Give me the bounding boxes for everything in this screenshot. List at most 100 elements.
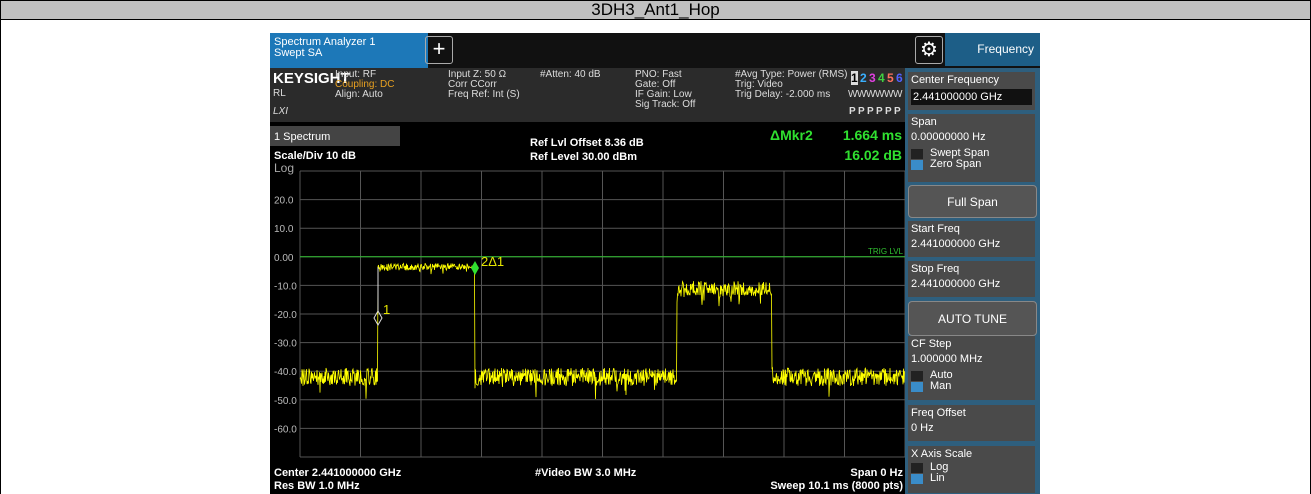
trace-mode: W (857, 89, 867, 100)
menu-label: X Axis Scale (911, 448, 973, 460)
info-corr: Corr CCorr (448, 79, 497, 90)
rl: RL (273, 88, 286, 99)
ref-level: Ref Level 30.00 dBm (530, 151, 637, 163)
detector: P (867, 106, 874, 117)
y-tick-label: -10.0 (274, 281, 297, 292)
info-sig-track: Sig Track: Off (635, 99, 696, 110)
trace-number: 6 (896, 71, 903, 85)
option-switch (911, 371, 923, 381)
info-trig: Trig: Video (735, 79, 783, 90)
trace-number: 1 (851, 71, 858, 85)
scale: Scale/Div 10 dB (274, 150, 356, 162)
trace-mode: W (866, 89, 876, 100)
trig-level: TRIG LVL (868, 247, 904, 256)
center-freq: Center 2.441000000 GHz (274, 467, 402, 479)
menu-button-label: Full Span (947, 194, 998, 209)
marker-y: 16.02 dB (844, 147, 902, 163)
menu-item[interactable]: Center Frequency 2.441000000 GHz (908, 72, 1035, 110)
res-bw: Res BW 1.0 MHz (274, 480, 360, 492)
marker-2-label: 2Δ1 (481, 254, 504, 269)
brand: KEYSIGHT (273, 70, 350, 87)
trace-mode: W (875, 89, 885, 100)
menu-label: Span (911, 116, 937, 128)
menu-item[interactable]: Freq Offset 0 Hz (908, 405, 1035, 441)
option-label: Lin (930, 472, 945, 484)
info-pno: PNO: Fast (635, 69, 682, 80)
app-tab[interactable]: Spectrum Analyzer 1 Swept SA (270, 33, 428, 74)
trace-number: 2 (860, 71, 867, 85)
menu-item[interactable]: X Axis Scale Log Lin (908, 446, 1035, 493)
ref-offset: Ref Lvl Offset 8.36 dB (530, 137, 644, 149)
menu-panel: Center Frequency 2.441000000 GHz Span 0.000… (905, 68, 1040, 494)
menu-value: 0 Hz (911, 422, 934, 434)
info-freq-ref: Freq Ref: Int (S) (448, 89, 520, 100)
marker-label: ΔMkr2 (770, 127, 813, 143)
menu-button-label: AUTO TUNE (938, 311, 1007, 326)
option-switch (911, 160, 923, 170)
option-label: Swept Span (930, 147, 990, 159)
menu-label: Center Frequency (911, 74, 1000, 86)
y-tick-label: -60.0 (274, 424, 297, 435)
option-switch (911, 463, 923, 473)
option-label: Auto (930, 369, 953, 381)
lxi: LXI (273, 106, 289, 117)
detector: P (885, 106, 892, 117)
marker-2 (471, 261, 479, 275)
menu-item[interactable]: Stop Freq 2.441000000 GHz (908, 261, 1035, 297)
info-input: Input: RF (335, 69, 377, 80)
title-bar: 3DH3_Ant1_Hop (0, 0, 1311, 20)
log-label: Log (274, 161, 294, 175)
detector: P (858, 106, 865, 117)
menu-label: Freq Offset (911, 407, 966, 419)
y-tick-label: -20.0 (274, 310, 297, 321)
y-tick-label: -30.0 (274, 339, 297, 350)
menu-value: 2.441000000 GHz (911, 238, 1001, 250)
info-input-z: Input Z: 50 Ω (448, 69, 507, 80)
info-trig-delay: Trig Delay: -2.000 ms (735, 89, 831, 100)
panel-tab[interactable]: Frequency (945, 33, 1040, 66)
option-switch (911, 149, 923, 159)
y-tick-label: -40.0 (274, 367, 297, 378)
y-tick-label: -50.0 (274, 396, 297, 407)
y-tick-label: 20.0 (274, 196, 294, 207)
option-label: Log (930, 461, 949, 473)
y-tick-label: 10.0 (274, 224, 294, 235)
menu-value: 2.441000000 GHz (911, 89, 1032, 105)
marker-1 (373, 309, 383, 327)
trace-number: 4 (878, 71, 885, 85)
y-tick-label: 0.00 (274, 253, 294, 264)
menu-value: 2.441000000 GHz (911, 278, 1001, 290)
info-avg-type: #Avg Type: Power (RMS) (735, 69, 848, 80)
video-bw: #Video BW 3.0 MHz (535, 467, 637, 479)
app-name: Spectrum Analyzer 1 (274, 36, 376, 48)
add-button[interactable]: + (425, 36, 453, 64)
menu-item[interactable]: Start Freq 2.441000000 GHz (908, 221, 1035, 257)
window-selector (270, 126, 400, 146)
option-label: Man (930, 380, 952, 392)
settings-button[interactable]: ⚙ (915, 36, 943, 64)
trace (299, 262, 905, 400)
trace-number: 5 (887, 71, 894, 85)
option-label: Zero Span (930, 158, 982, 170)
menu-item[interactable]: Full Span (908, 185, 1037, 218)
option-switch (911, 382, 923, 392)
menu-value: 0.00000000 Hz (911, 131, 986, 143)
menu-item[interactable]: AUTO TUNE (908, 301, 1037, 336)
detector: P (849, 106, 856, 117)
info-align: Align: Auto (335, 89, 383, 100)
info-if-gain: IF Gain: Low (635, 89, 692, 100)
info-gate: Gate: Off (635, 79, 676, 90)
sweep: Sweep 10.1 ms (8000 pts) (770, 480, 903, 492)
trace-mode: W (884, 89, 894, 100)
option-switch (911, 474, 923, 484)
menu-label: Start Freq (911, 223, 960, 235)
menu-item[interactable]: Span 0.00000000 Hz Swept Span Zero Span (908, 114, 1035, 182)
trace-number: 3 (869, 71, 876, 85)
info-bar (270, 68, 905, 122)
menu-label: Stop Freq (911, 263, 960, 275)
window: 1 Spectrum (274, 131, 330, 143)
menu-item[interactable]: CF Step 1.000000 MHz Auto Man (908, 336, 1035, 400)
info-coupling: Coupling: DC (335, 79, 395, 90)
